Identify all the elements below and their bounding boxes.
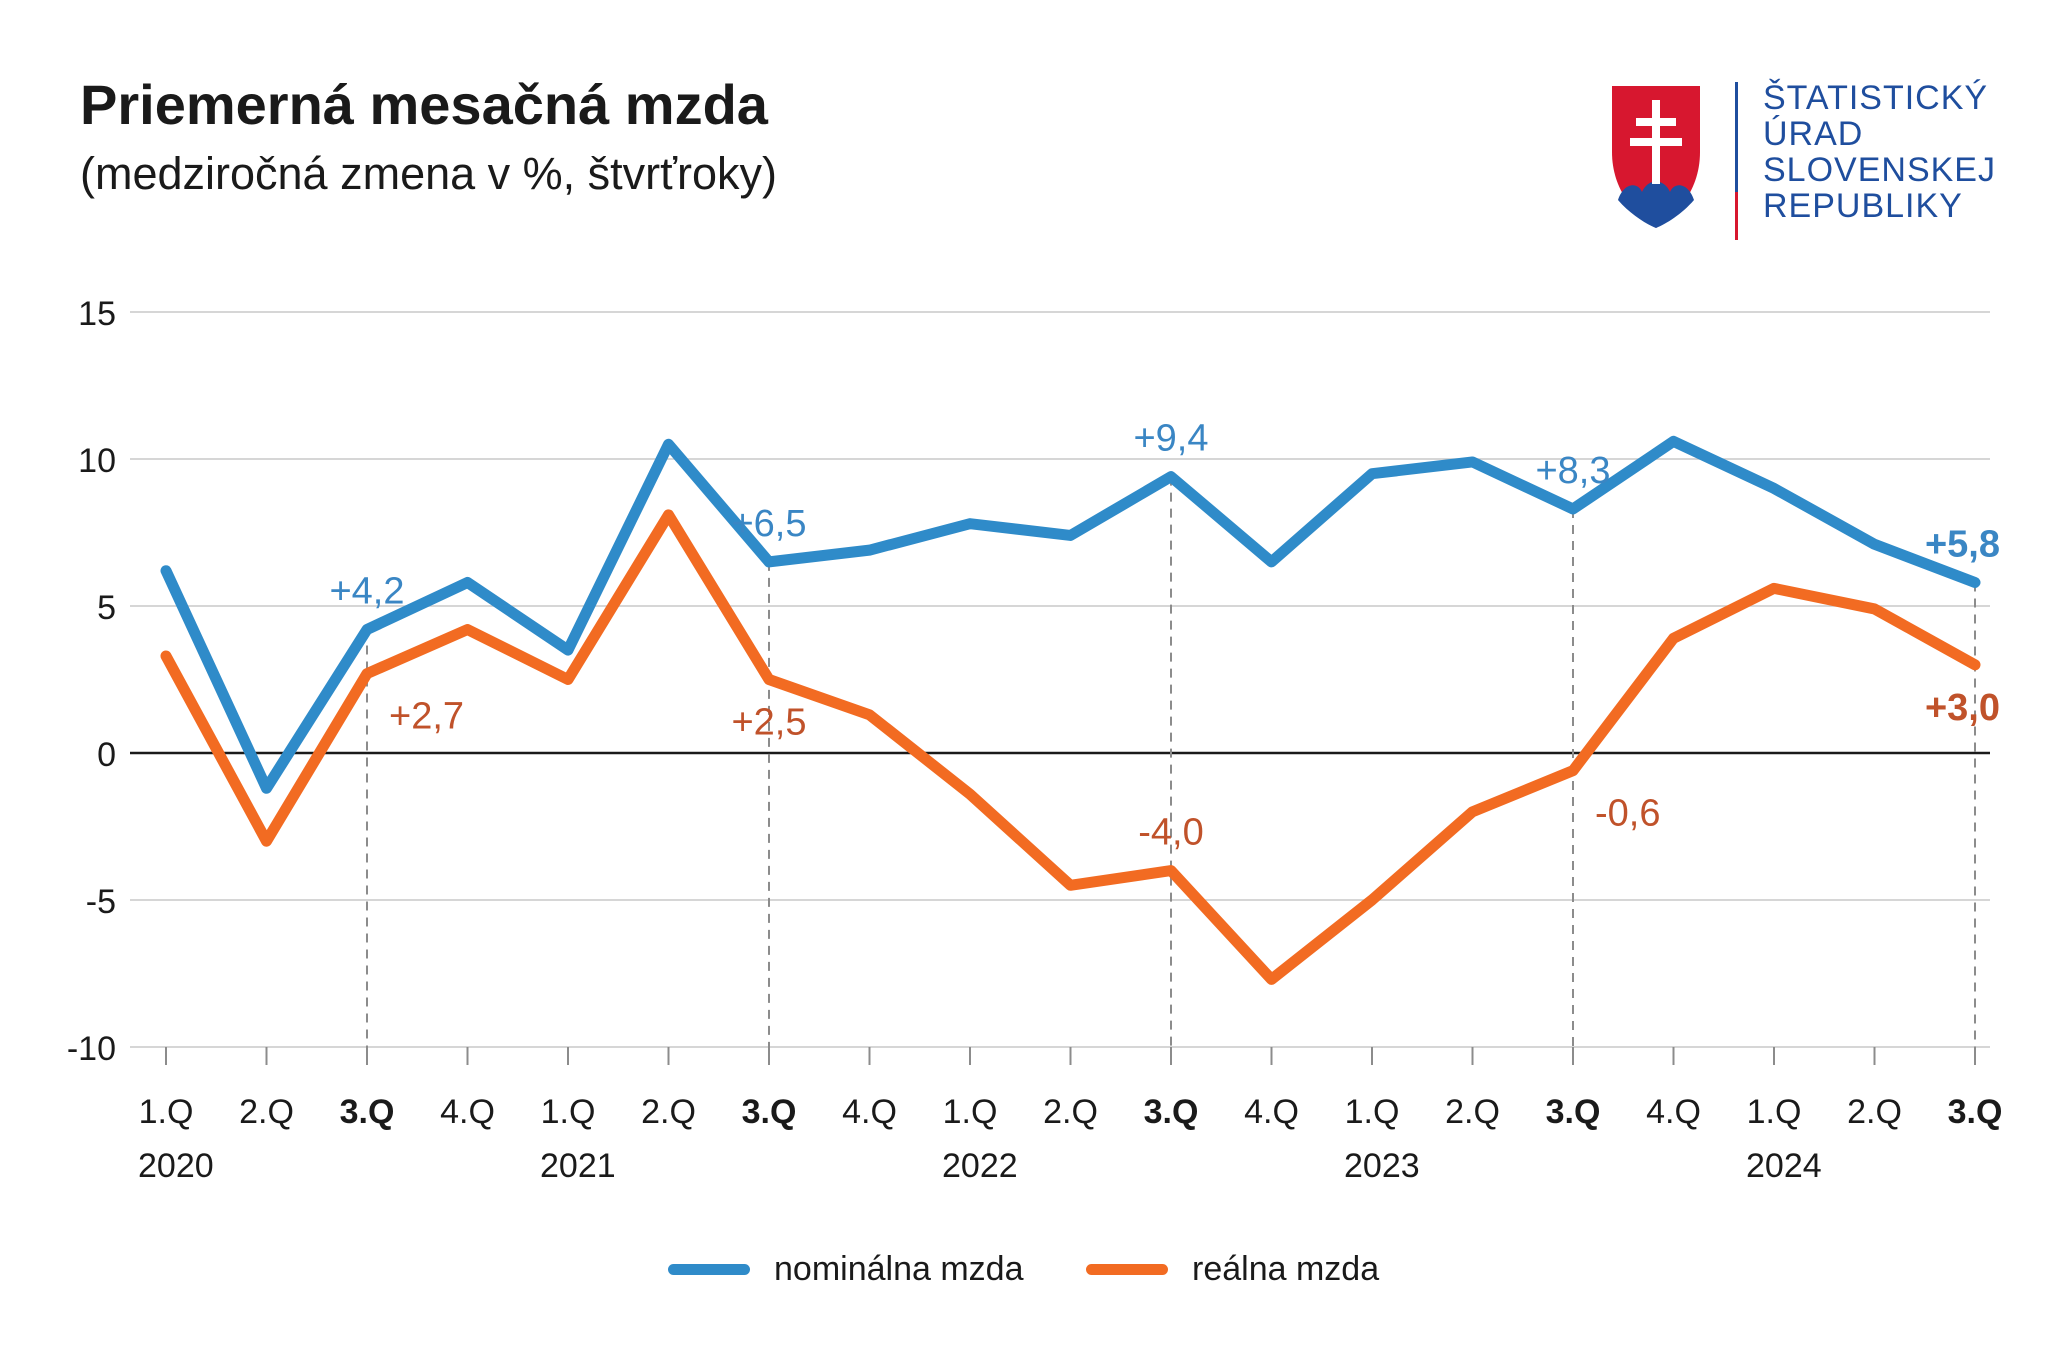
chart-subtitle: (medziročná zmena v %, štvrťroky) <box>80 148 778 199</box>
legend-item-nominal: nominálna mzda <box>668 1250 1023 1289</box>
series-line-nominal <box>160 435 1981 794</box>
data-label: +2,5 <box>731 702 806 744</box>
x-tick-label: 2.Q <box>239 1093 294 1131</box>
data-label: +4,2 <box>329 571 404 613</box>
coat-of-arms-icon <box>1612 86 1700 228</box>
legend: nominálna mzda reálna mzda <box>0 1250 2048 1310</box>
data-label: +3,0 <box>1925 687 2000 729</box>
y-tick-label: -10 <box>67 1030 116 1068</box>
x-tick-label: 3.Q <box>340 1093 395 1131</box>
logo-line: REPUBLIKY <box>1763 187 1963 225</box>
logo-text: ŠTATISTICKÝ ÚRAD SLOVENSKEJ REPUBLIKY <box>1763 80 1996 224</box>
logo-line: SLOVENSKEJ <box>1763 151 1996 189</box>
data-label: +5,8 <box>1925 523 2000 565</box>
x-tick-label: 1.Q <box>1747 1093 1802 1131</box>
x-tick-label: 3.Q <box>1546 1093 1601 1131</box>
x-tick-label: 2.Q <box>1043 1093 1098 1131</box>
x-tick-label: 3.Q <box>742 1093 797 1131</box>
y-tick-label: 15 <box>78 295 116 333</box>
data-label: +8,3 <box>1535 450 1610 492</box>
year-label: 2020 <box>138 1147 214 1185</box>
data-label: +2,7 <box>389 696 464 738</box>
data-label: +9,4 <box>1133 418 1208 460</box>
x-tick-label: 3.Q <box>1144 1093 1199 1131</box>
x-tick-label: 3.Q <box>1948 1093 2003 1131</box>
y-tick-label: 10 <box>78 442 116 480</box>
x-tick-label: 4.Q <box>1244 1093 1299 1131</box>
year-label: 2024 <box>1746 1147 1822 1185</box>
logo-line: ŠTATISTICKÝ <box>1763 79 1989 117</box>
x-tick-label: 1.Q <box>1345 1093 1400 1131</box>
x-tick-label: 4.Q <box>440 1093 495 1131</box>
data-label: +6,5 <box>731 503 806 545</box>
y-tick-label: 0 <box>97 736 116 774</box>
series-line-real <box>160 509 1981 985</box>
x-tick-label: 4.Q <box>1646 1093 1701 1131</box>
susr-logo <box>1612 82 1738 240</box>
year-label: 2021 <box>540 1147 616 1185</box>
x-tick-label: 4.Q <box>842 1093 897 1131</box>
data-label: -0,6 <box>1595 793 1660 835</box>
legend-swatch <box>1086 1264 1168 1275</box>
legend-label: reálna mzda <box>1192 1250 1380 1288</box>
legend-swatch <box>668 1264 750 1275</box>
line-chart: 15 10 5 0 -5 -10 1.Q 2.Q 3.Q 4.Q 1.Q 2.Q 3.Q 4.Q 1.Q 2.… <box>67 295 2003 1185</box>
year-label: 2022 <box>942 1147 1018 1185</box>
x-tick-label: 2.Q <box>1445 1093 1500 1131</box>
x-tick-label: 1.Q <box>541 1093 596 1131</box>
x-tick-label: 2.Q <box>1847 1093 1902 1131</box>
y-tick-label: 5 <box>97 589 116 627</box>
year-label: 2023 <box>1344 1147 1420 1185</box>
legend-item-real: reálna mzda <box>1086 1250 1379 1289</box>
x-tick-label: 1.Q <box>943 1093 998 1131</box>
data-label: -4,0 <box>1138 812 1203 854</box>
legend-label: nominálna mzda <box>774 1250 1024 1288</box>
x-tick-label: 1.Q <box>139 1093 194 1131</box>
y-tick-label: -5 <box>86 883 116 921</box>
logo-line: ÚRAD <box>1763 115 1864 153</box>
x-tick-label: 2.Q <box>641 1093 696 1131</box>
chart-title: Priemerná mesačná mzda <box>80 73 768 136</box>
